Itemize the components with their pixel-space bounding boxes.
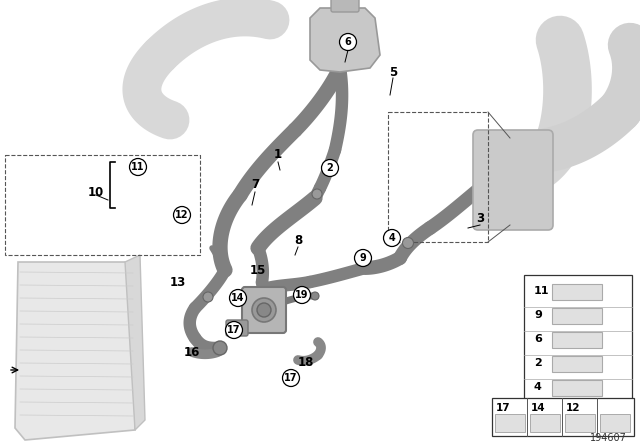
Circle shape [321, 159, 339, 177]
FancyBboxPatch shape [242, 287, 286, 333]
Text: 6: 6 [534, 334, 542, 344]
Circle shape [311, 292, 319, 300]
Polygon shape [125, 255, 145, 430]
Text: 17: 17 [227, 325, 241, 335]
FancyBboxPatch shape [600, 414, 630, 432]
Circle shape [312, 189, 322, 199]
Text: 16: 16 [184, 345, 200, 358]
Circle shape [294, 287, 310, 303]
Text: 8: 8 [294, 233, 302, 246]
Circle shape [257, 303, 271, 317]
Circle shape [173, 207, 191, 224]
Text: 10: 10 [88, 185, 104, 198]
Text: 19: 19 [295, 290, 308, 300]
FancyBboxPatch shape [530, 414, 560, 432]
FancyBboxPatch shape [473, 130, 553, 230]
Circle shape [203, 292, 213, 302]
Text: 12: 12 [566, 403, 580, 413]
Polygon shape [310, 8, 380, 72]
Circle shape [383, 229, 401, 246]
Text: 11: 11 [534, 286, 550, 296]
Circle shape [129, 159, 147, 176]
FancyBboxPatch shape [552, 284, 602, 300]
FancyBboxPatch shape [552, 356, 602, 372]
Text: 7: 7 [251, 178, 259, 191]
Text: 2: 2 [534, 358, 541, 368]
Text: 6: 6 [344, 37, 351, 47]
Text: 4: 4 [534, 382, 542, 392]
FancyBboxPatch shape [552, 308, 602, 324]
Polygon shape [15, 262, 135, 440]
Text: 17: 17 [496, 403, 511, 413]
Text: 5: 5 [389, 65, 397, 78]
Text: 4: 4 [388, 233, 396, 243]
Text: 13: 13 [170, 276, 186, 289]
FancyBboxPatch shape [495, 414, 525, 432]
Text: 3: 3 [476, 211, 484, 224]
Text: 11: 11 [131, 162, 145, 172]
Text: 15: 15 [250, 263, 266, 276]
Text: 14: 14 [231, 293, 244, 303]
Bar [524, 275, 632, 400]
Bar [5, 155, 200, 255]
Text: 14: 14 [531, 403, 546, 413]
Circle shape [339, 34, 356, 51]
Text: 12: 12 [175, 210, 189, 220]
Text: 1: 1 [274, 148, 282, 161]
Text: 9: 9 [534, 310, 542, 320]
Text: 17: 17 [284, 373, 298, 383]
Bar [388, 112, 488, 242]
FancyBboxPatch shape [226, 320, 248, 336]
Circle shape [225, 322, 243, 339]
Circle shape [252, 298, 276, 322]
FancyBboxPatch shape [552, 332, 602, 348]
FancyBboxPatch shape [552, 380, 602, 396]
Circle shape [213, 341, 227, 355]
Circle shape [230, 289, 246, 306]
Text: 194607: 194607 [590, 433, 627, 443]
Circle shape [282, 370, 300, 387]
Text: 9: 9 [360, 253, 366, 263]
Circle shape [403, 237, 413, 249]
FancyBboxPatch shape [331, 0, 359, 12]
FancyBboxPatch shape [565, 414, 595, 432]
Circle shape [355, 250, 371, 267]
Text: 2: 2 [326, 163, 333, 173]
Bar [492, 398, 634, 436]
Text: 18: 18 [298, 357, 314, 370]
